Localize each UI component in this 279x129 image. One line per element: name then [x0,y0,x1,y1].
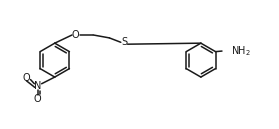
Text: N: N [34,81,42,91]
Text: O: O [34,94,42,104]
Text: NH$_2$: NH$_2$ [231,44,251,58]
Text: S: S [122,37,128,47]
Text: O: O [23,73,30,83]
Text: O: O [72,30,80,40]
